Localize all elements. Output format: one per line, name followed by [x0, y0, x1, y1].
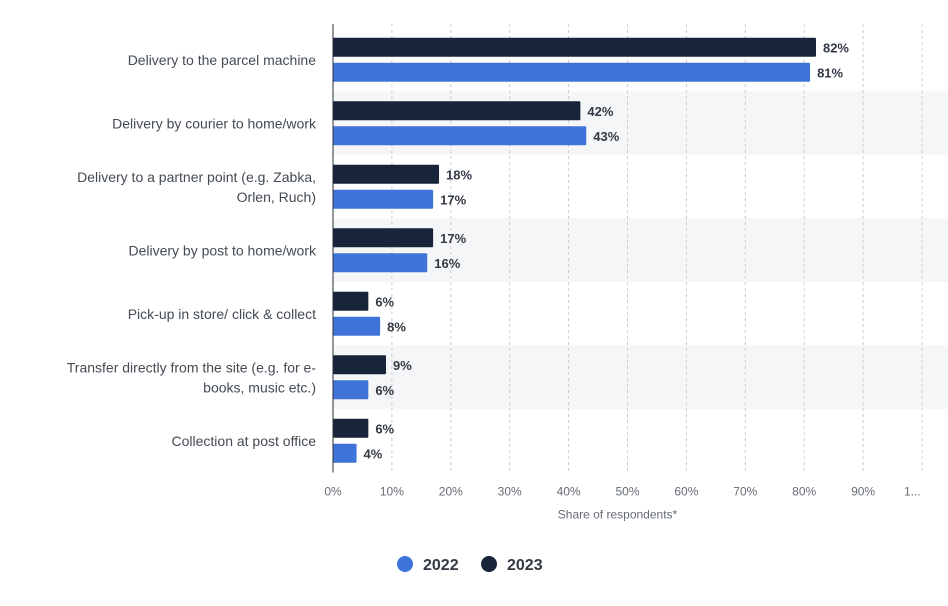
row-band [333, 91, 948, 155]
x-tick-label: 20% [439, 485, 463, 499]
bars: 82% 81% 42% 43% 18% 17% 17% 16% 6% 8% 9% 6% 6% 4% [333, 37, 849, 463]
bar [333, 418, 369, 438]
row-band [333, 218, 948, 282]
x-tick-label: 90% [851, 485, 875, 499]
category-label: Pick-up in store/ click & collect [128, 306, 316, 322]
x-tick-label: 1... [904, 485, 921, 499]
legend-marker [481, 556, 497, 572]
x-tick-label: 10% [380, 485, 404, 499]
data-label: 82% [823, 40, 849, 55]
category-label: books, music etc.) [203, 379, 316, 395]
data-label: 8% [387, 319, 406, 334]
bar [333, 380, 369, 400]
data-label: 43% [593, 129, 619, 144]
bar [333, 316, 381, 336]
category-label: Delivery by post to home/work [128, 242, 317, 258]
bar [333, 228, 434, 248]
category-label: Orlen, Ruch) [237, 189, 316, 205]
legend: 2022 2023 [397, 556, 543, 574]
x-tick-label: 60% [674, 485, 698, 499]
category-label: Collection at post office [172, 433, 317, 449]
bar [333, 291, 369, 311]
bar [333, 253, 428, 273]
x-tick-label: 70% [733, 485, 757, 499]
x-axis-title: Share of respondents* [558, 508, 678, 522]
gridlines [391, 24, 923, 473]
row-band [333, 345, 948, 409]
category-labels: Delivery to the parcel machine Delivery b… [67, 52, 317, 449]
x-tick-label: 30% [498, 485, 522, 499]
bar [333, 126, 587, 146]
category-label: Delivery to a partner point (e.g. Zabka, [77, 169, 316, 185]
bar [333, 443, 357, 463]
x-tick-label: 0% [324, 485, 342, 499]
x-tick-label: 80% [792, 485, 816, 499]
x-tick-label: 50% [615, 485, 639, 499]
category-label: Delivery to the parcel machine [128, 52, 317, 68]
bar [333, 62, 811, 82]
data-label: 9% [393, 358, 412, 373]
x-tick-labels: 0% 10% 20% 30% 40% 50% 60% 70% 80% 90% 1... [324, 485, 920, 499]
data-label: 6% [375, 294, 394, 309]
data-label: 16% [434, 256, 460, 271]
bar [333, 101, 581, 121]
data-label: 42% [587, 104, 613, 119]
data-label: 17% [440, 192, 466, 207]
data-label: 17% [440, 231, 466, 246]
data-label: 6% [375, 421, 394, 436]
data-label: 4% [364, 446, 383, 461]
row-bands [333, 91, 948, 409]
legend-label: 2023 [507, 557, 543, 574]
category-label: Transfer directly from the site (e.g. fo… [67, 359, 317, 375]
legend-marker [397, 556, 413, 572]
bar [333, 355, 387, 375]
data-label: 18% [446, 167, 472, 182]
bar [333, 37, 816, 57]
data-label: 6% [375, 383, 394, 398]
legend-label: 2022 [423, 557, 459, 574]
bar [333, 164, 440, 184]
category-label: Delivery by courier to home/work [112, 115, 317, 131]
data-label: 81% [817, 65, 843, 80]
bar [333, 189, 434, 209]
x-tick-label: 40% [557, 485, 581, 499]
